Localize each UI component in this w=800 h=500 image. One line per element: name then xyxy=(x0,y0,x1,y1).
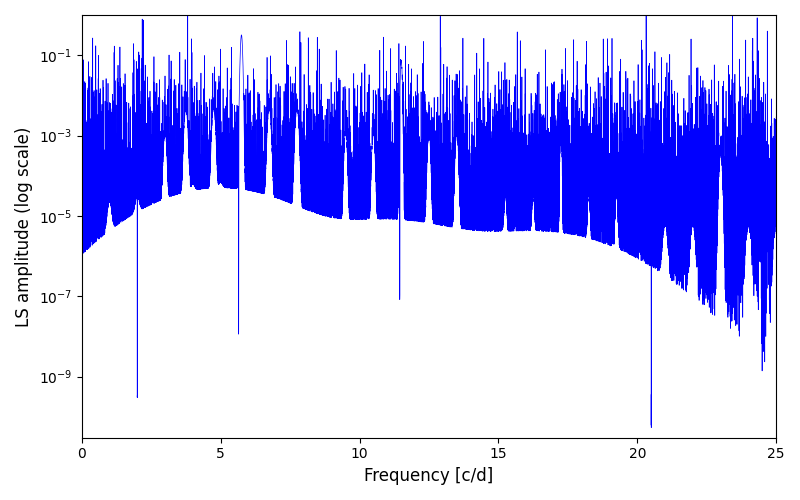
X-axis label: Frequency [c/d]: Frequency [c/d] xyxy=(364,467,494,485)
Y-axis label: LS amplitude (log scale): LS amplitude (log scale) xyxy=(15,126,33,326)
